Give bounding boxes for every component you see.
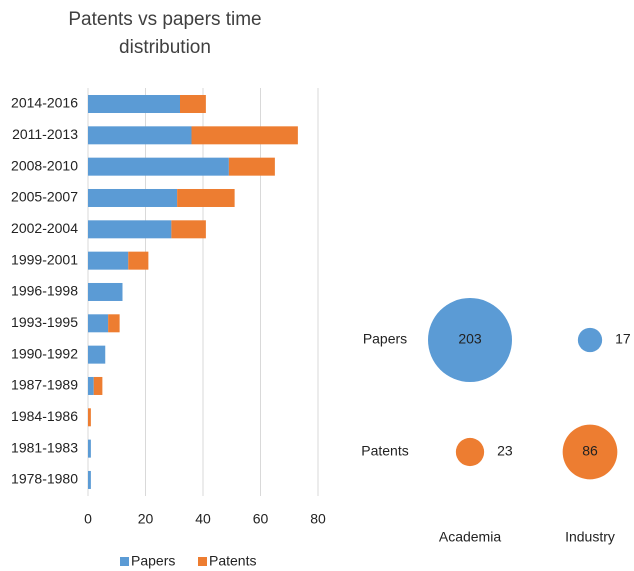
- x-tick-label: 80: [310, 511, 326, 527]
- y-tick-label: 1978-1980: [11, 471, 78, 487]
- bar: [93, 376, 103, 395]
- y-tick-label: 1999-2001: [11, 251, 78, 267]
- legend-swatch: [198, 557, 207, 566]
- bar: [88, 470, 91, 489]
- legend-label: Patents: [209, 553, 256, 569]
- bar: [108, 314, 120, 333]
- data-label: 23: [497, 443, 513, 459]
- y-tick-label: 1996-1998: [11, 283, 78, 299]
- bar: [88, 314, 109, 333]
- x-tick-label: 0: [84, 511, 92, 527]
- y-tick-label: 1987-1989: [11, 377, 78, 393]
- bar: [88, 282, 123, 301]
- row-label: Patents: [361, 443, 408, 459]
- y-tick-label: 2011-2013: [12, 126, 78, 142]
- x-tick-label: 20: [138, 511, 154, 527]
- bubble: [455, 437, 485, 467]
- bar: [177, 188, 235, 207]
- x-tick-label: 40: [195, 511, 211, 527]
- legend-label: Papers: [131, 553, 175, 569]
- bar: [88, 345, 106, 364]
- y-tick-label: 1993-1995: [11, 314, 78, 330]
- y-tick-label: 2008-2010: [11, 157, 78, 173]
- y-tick-label: 2014-2016: [11, 95, 78, 111]
- bar: [88, 220, 172, 239]
- bar: [88, 376, 94, 395]
- bubble: [562, 424, 618, 480]
- x-category-label: Academia: [439, 529, 501, 545]
- bubble: [428, 298, 512, 382]
- x-category-label: Industry: [565, 529, 615, 545]
- y-tick-label: 1981-1983: [11, 439, 78, 455]
- bar: [88, 126, 192, 145]
- row-label: Papers: [363, 331, 407, 347]
- data-label: 203: [458, 331, 482, 347]
- bar: [88, 95, 180, 113]
- bar: [180, 95, 206, 113]
- bar: [171, 220, 206, 239]
- data-label: 17: [615, 331, 631, 347]
- data-label: 86: [582, 443, 598, 459]
- bar: [88, 251, 129, 270]
- y-tick-label: 1990-1992: [11, 345, 78, 361]
- bar: [88, 439, 91, 458]
- bar: [88, 157, 229, 176]
- chart-title: Patents vs papers time distribution: [68, 9, 262, 58]
- y-tick-label: 2002-2004: [11, 220, 78, 236]
- y-tick-label: 1984-1986: [11, 408, 78, 424]
- y-tick-label: 2005-2007: [11, 189, 78, 205]
- bar: [228, 157, 275, 176]
- bar: [88, 408, 91, 427]
- bar: [88, 188, 178, 207]
- bar: [128, 251, 149, 270]
- x-tick-label: 60: [253, 511, 269, 527]
- bubble: [577, 327, 603, 353]
- bar: [191, 126, 298, 145]
- legend-swatch: [120, 557, 129, 566]
